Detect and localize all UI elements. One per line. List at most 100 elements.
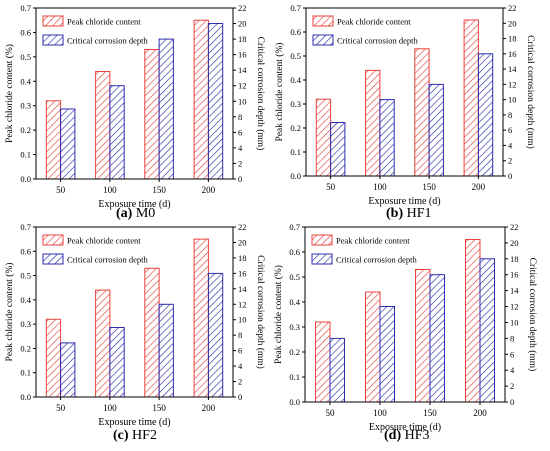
- bar-chloride-100: [365, 291, 381, 403]
- legend-swatch-chloride: [42, 15, 64, 27]
- caption-b-letter: (b): [386, 206, 404, 221]
- y2-tick-label: 0: [238, 392, 242, 402]
- y2-tick-label: 0: [508, 171, 512, 181]
- legend-swatch-corrosion: [311, 253, 333, 265]
- legend-label-chloride: Peak chloride content: [337, 17, 411, 27]
- y2-tick-label: 8: [238, 330, 242, 340]
- y-tick-label: 0.1: [289, 372, 300, 382]
- legend-swatch-corrosion: [312, 34, 334, 46]
- bar-corrosion-100: [379, 99, 395, 177]
- bar-corrosion-200: [477, 53, 494, 177]
- bar-corrosion-50: [60, 342, 76, 398]
- y2-tick-label: 10: [510, 317, 519, 327]
- y-tick-label: 0.0: [290, 171, 301, 181]
- bar-chloride-200: [193, 238, 209, 398]
- x-axis-label: Exposure time (d): [98, 199, 170, 210]
- x-axis-label: Exposure time (d): [98, 417, 170, 428]
- y-tick-label: 0.1: [290, 147, 301, 157]
- y2-tick-label: 6: [510, 349, 514, 359]
- chart-panel-0: 50 100 150 200 0.0 0.1 0.2 0.3 0.4 0.5 0.6 0.7 0 2 4 6 8…: [4, 3, 266, 210]
- y-tick-label: 0.3: [20, 319, 31, 329]
- bar-chloride-200: [465, 239, 481, 403]
- plot-frame: [305, 7, 504, 177]
- bar-corrosion-100: [109, 85, 125, 180]
- legend-swatch-chloride: [311, 234, 333, 246]
- x-tick-label: 150: [152, 185, 166, 195]
- y2-tick-label: 16: [508, 49, 517, 59]
- legend-label-chloride: Peak chloride content: [336, 236, 410, 246]
- bar-chloride-150: [415, 269, 431, 403]
- bar-corrosion-50: [60, 108, 76, 180]
- chart-panel-1: 50 100 150 200 0.0 0.1 0.2 0.3 0.4 0.5 0.6 0.7 0 2 4 6 8…: [274, 3, 536, 207]
- y-tick-label: 0.5: [290, 51, 301, 61]
- y-tick-label: 0.6: [289, 247, 300, 257]
- y-tick-label: 0.3: [20, 101, 31, 111]
- y2-tick-label: 14: [238, 65, 247, 75]
- y-tick-label: 0.7: [20, 3, 31, 13]
- legend-label-corrosion: Critical corrosion depth: [67, 36, 148, 46]
- y-tick-label: 0.4: [289, 297, 300, 307]
- bar-corrosion-150: [158, 38, 174, 180]
- legend-label-chloride: Peak chloride content: [67, 17, 141, 27]
- bar-chloride-100: [365, 69, 381, 177]
- y2-tick-label: 12: [508, 79, 517, 89]
- y2-axis-label: Critical corrosion depth (mm): [255, 255, 266, 369]
- y2-tick-label: 18: [238, 253, 247, 263]
- chart-panel-2: 50 100 150 200 0.0 0.1 0.2 0.3 0.4 0.5 0.6 0.7 0 2 4 6 8…: [4, 222, 266, 428]
- x-tick-label: 200: [473, 408, 487, 418]
- legend-swatch-corrosion: [42, 34, 64, 46]
- legend-swatch-chloride: [42, 234, 64, 246]
- y2-tick-label: 22: [508, 3, 517, 13]
- y-tick-label: 0.7: [289, 222, 300, 232]
- x-tick-label: 50: [56, 185, 66, 195]
- legend-label-chloride: Peak chloride content: [67, 236, 141, 246]
- x-tick-label: 150: [422, 182, 436, 192]
- y2-tick-label: 14: [510, 286, 519, 296]
- y-tick-label: 0.2: [20, 125, 31, 135]
- y2-tick-label: 4: [238, 361, 243, 371]
- y2-axis-label: Critical corrosion depth (mm): [255, 37, 266, 151]
- y-tick-label: 0.2: [289, 347, 300, 357]
- y2-tick-label: 6: [508, 125, 512, 135]
- y2-tick-label: 0: [238, 174, 242, 184]
- bar-chloride-200: [193, 19, 209, 180]
- y2-tick-label: 14: [508, 64, 517, 74]
- bar-chloride-50: [45, 318, 62, 398]
- y2-tick-label: 14: [238, 284, 247, 294]
- y2-tick-label: 8: [510, 333, 514, 343]
- y2-tick-label: 12: [238, 299, 247, 309]
- y2-axis-label: Critical corrosion depth (mm): [527, 258, 538, 372]
- caption-d-letter: (d): [384, 428, 402, 443]
- bar-chloride-150: [144, 267, 160, 398]
- bar-chloride-200: [463, 19, 479, 177]
- y2-tick-label: 2: [238, 377, 242, 387]
- bar-chloride-50: [45, 100, 62, 180]
- y-axis-label: Peak chloride content (%): [4, 263, 15, 362]
- legend-label-corrosion: Critical corrosion depth: [67, 255, 148, 265]
- y2-tick-label: 10: [238, 96, 247, 106]
- y2-tick-label: 20: [238, 19, 247, 29]
- y2-tick-label: 4: [508, 140, 513, 150]
- y2-tick-label: 8: [238, 112, 242, 122]
- y2-tick-label: 10: [238, 315, 247, 325]
- bar-chloride-150: [414, 48, 430, 177]
- y2-tick-label: 22: [238, 222, 247, 232]
- x-tick-label: 200: [202, 185, 216, 195]
- bar-corrosion-50: [330, 122, 346, 177]
- y-tick-label: 0.2: [20, 343, 31, 353]
- x-tick-label: 150: [423, 408, 437, 418]
- caption-a-name: M0: [135, 206, 156, 221]
- x-tick-label: 200: [202, 403, 216, 413]
- y2-tick-label: 20: [238, 237, 247, 247]
- caption-c: (c) HF2: [113, 428, 157, 444]
- caption-c-letter: (c): [113, 428, 129, 443]
- y2-tick-label: 0: [510, 397, 514, 407]
- x-tick-label: 50: [56, 403, 66, 413]
- bar-chloride-100: [95, 71, 111, 180]
- bar-corrosion-100: [109, 327, 125, 398]
- y-tick-label: 0.5: [20, 52, 31, 62]
- y-tick-label: 0.0: [20, 392, 31, 402]
- y2-tick-label: 2: [508, 156, 512, 166]
- y2-tick-label: 20: [510, 238, 519, 248]
